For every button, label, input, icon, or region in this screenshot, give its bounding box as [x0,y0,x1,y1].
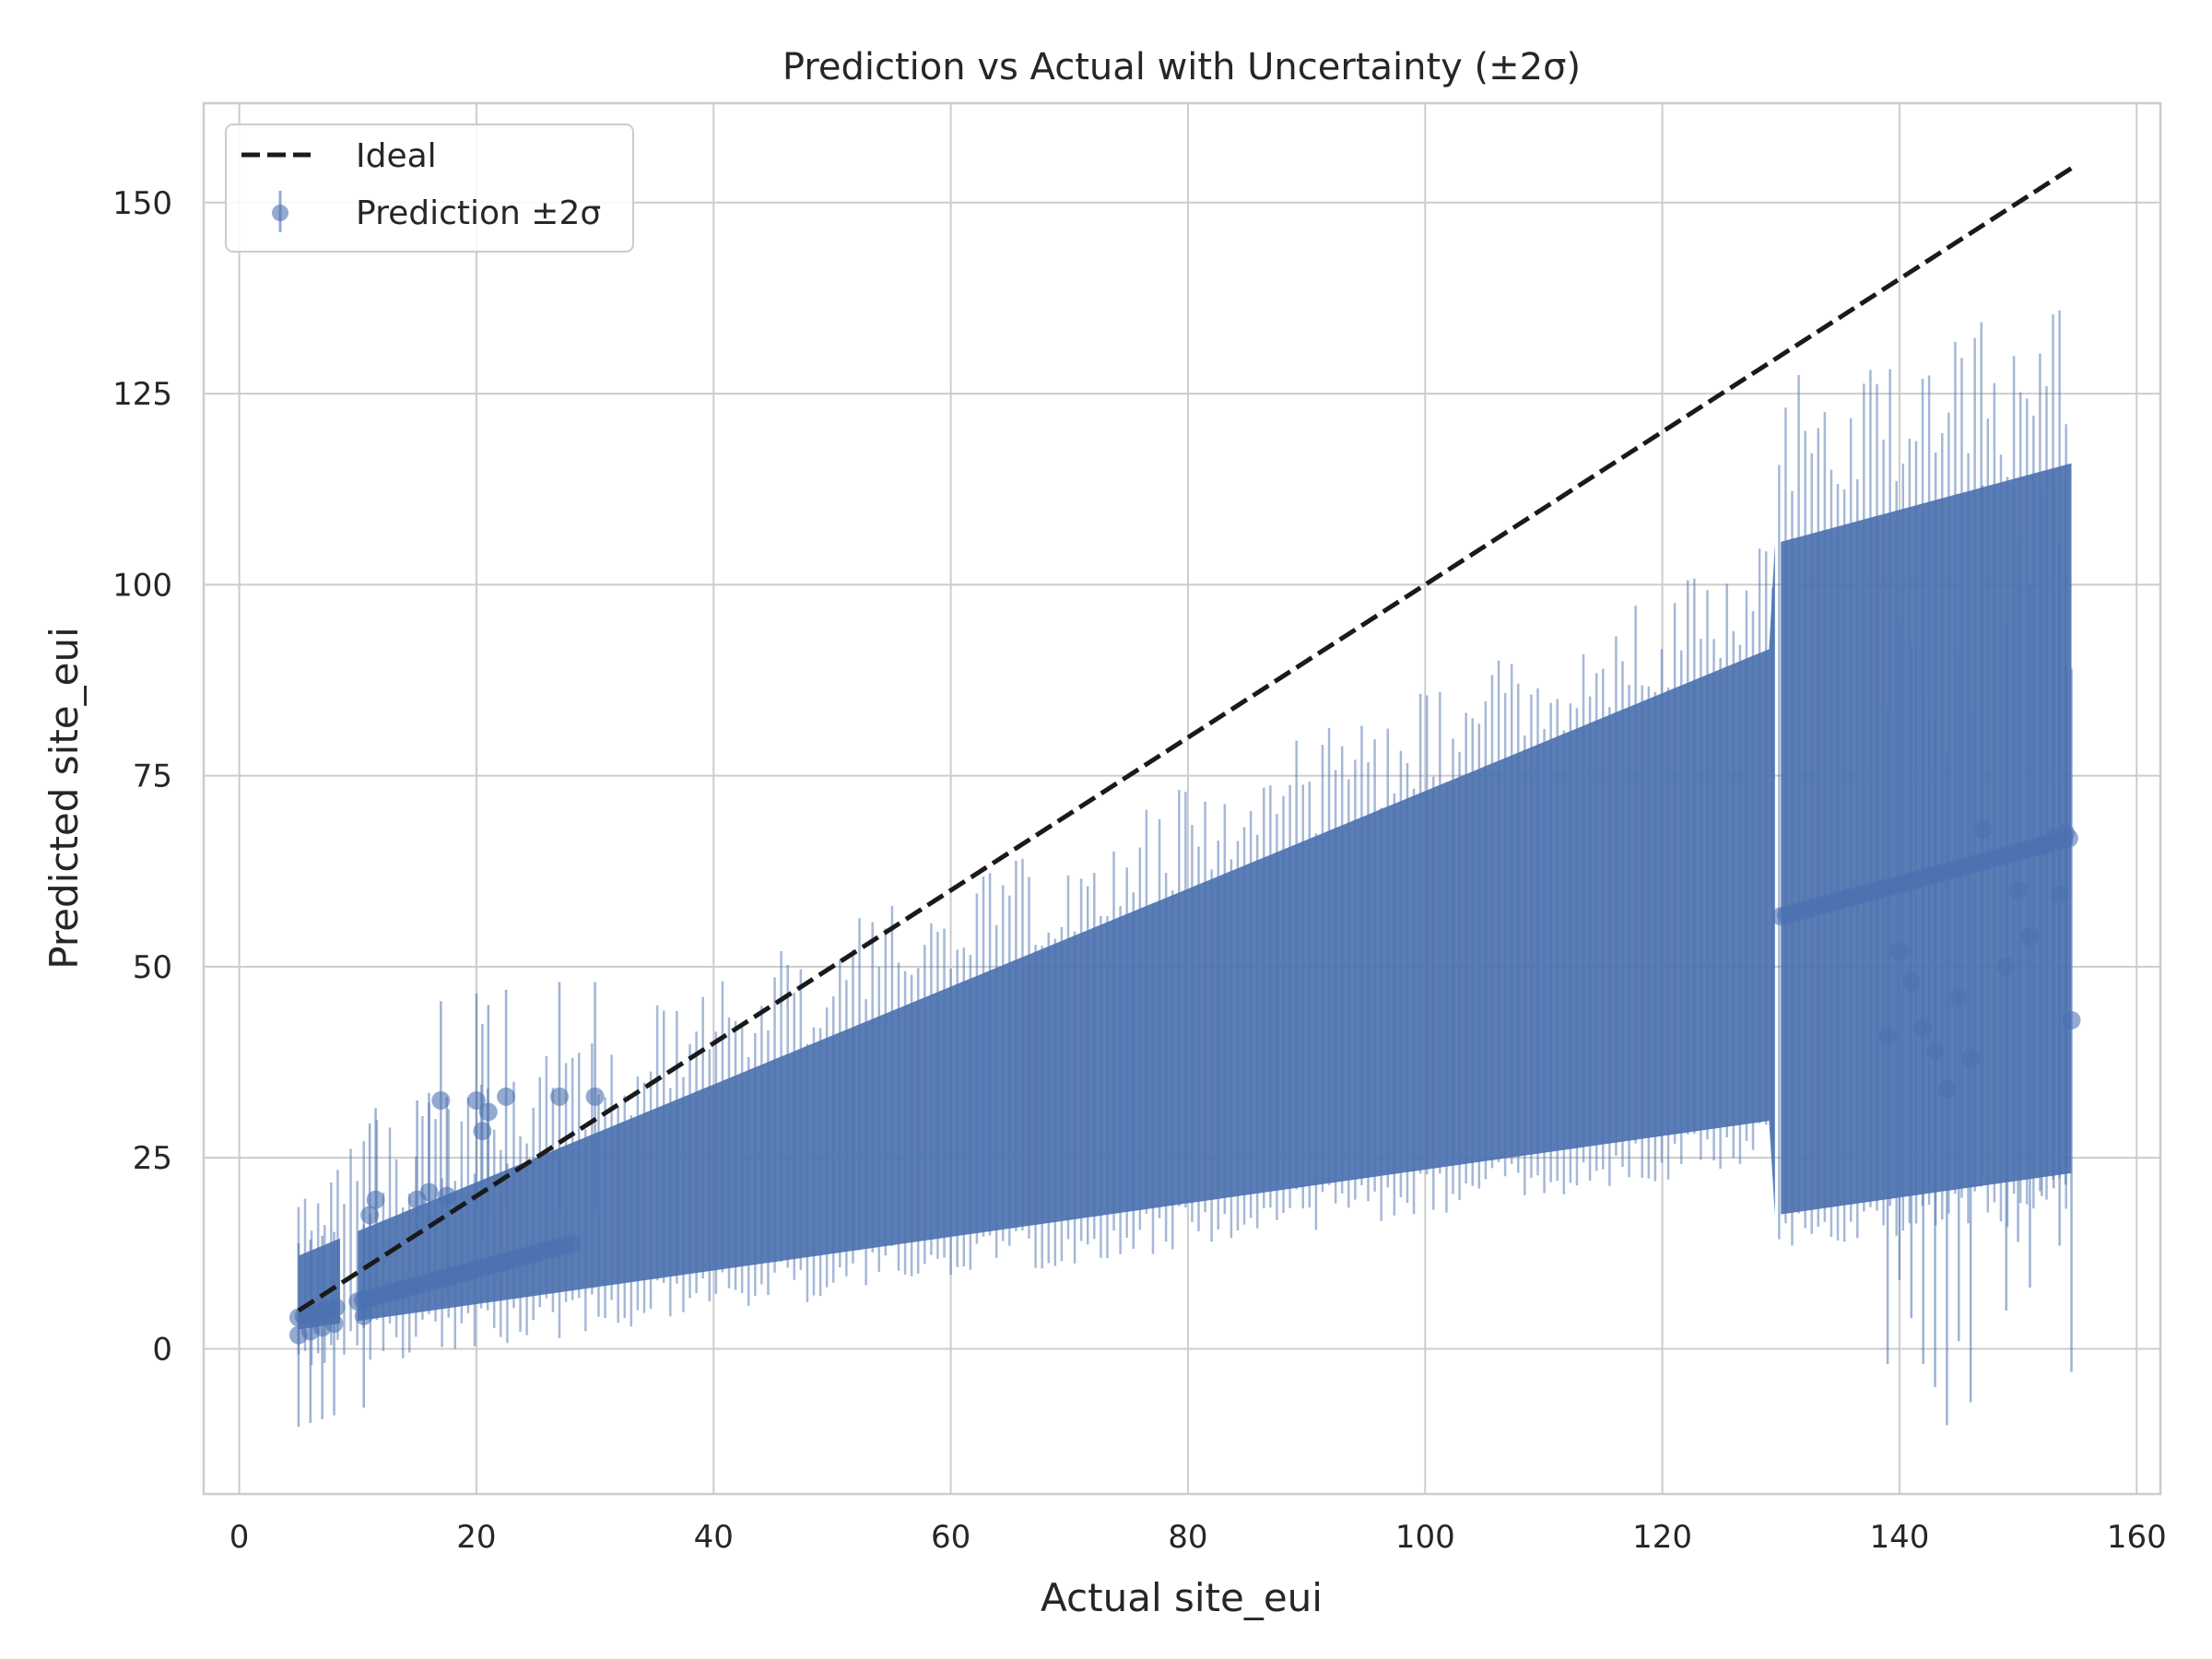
legend-prediction-label: Prediction ±2σ [356,194,601,232]
x-tick-label: 80 [1168,1519,1207,1556]
prediction-point [473,1122,492,1141]
x-tick-label: 120 [1632,1519,1692,1556]
y-axis-ticks: 0 25 50 75 100 125 150 [112,185,172,1369]
x-tick-label: 0 [229,1519,250,1556]
prediction-point [354,1306,373,1325]
prediction-point [2020,926,2040,946]
y-tick-label: 25 [133,1140,172,1177]
prediction-point [360,1206,380,1225]
prediction-point [1961,1049,1981,1068]
prediction-point [585,1087,605,1106]
x-tick-label: 60 [931,1519,971,1556]
y-tick-label: 50 [133,949,172,986]
plot-frame [202,101,2162,1496]
prediction-point [2056,823,2076,842]
prediction-point [1913,1018,1933,1038]
prediction-point [437,1186,456,1206]
error-bars [297,310,2073,1428]
prediction-point [1901,972,1921,992]
uncertainty-band-segment [1781,463,2072,1215]
y-axis-label: Predicted site_eui [41,627,87,970]
y-tick-label: 100 [112,567,172,604]
prediction-point [1996,957,2016,976]
prediction-point [466,1091,486,1111]
x-axis-label: Actual site_eui [1041,1575,1323,1620]
prediction-point [1878,1026,1898,1045]
prediction-point [478,1102,498,1122]
ideal-line [297,166,2073,1313]
prediction-point [1925,1041,1945,1061]
y-tick-label: 0 [152,1331,172,1368]
prediction-point [561,1234,581,1253]
prediction-point [324,1314,344,1334]
legend-box [225,124,634,253]
prediction-point [1973,819,1992,839]
legend: Ideal Prediction ±2σ [225,124,634,253]
prediction-point [431,1091,451,1111]
prediction-point [1949,988,1969,1007]
prediction-point [326,1298,346,1317]
prediction-point [497,1087,516,1106]
chart-title: Prediction vs Actual with Uncertainty (±… [782,46,1581,88]
prediction-point [2062,1010,2081,1030]
x-axis-ticks: 0 20 40 60 80 100 120 140 160 [229,1519,2167,1556]
x-tick-label: 40 [694,1519,734,1556]
x-tick-label: 140 [1869,1519,1929,1556]
prediction-point [2008,880,2028,900]
prediction-point [419,1182,439,1202]
y-tick-label: 150 [112,185,172,222]
x-tick-label: 100 [1395,1519,1455,1556]
prediction-point [1889,942,1909,961]
y-tick-label: 125 [112,376,172,413]
x-tick-label: 20 [456,1519,496,1556]
ideal-line-path [297,166,2073,1313]
prediction-point [1937,1079,1957,1099]
legend-ideal-label: Ideal [356,137,437,175]
y-tick-label: 75 [133,759,172,795]
x-tick-label: 160 [2107,1519,2167,1556]
prediction-point [2050,885,2069,904]
prediction-point [550,1087,569,1106]
prediction-point [366,1190,385,1209]
prediction-points [288,819,2081,1345]
legend-prediction-marker [272,205,288,221]
